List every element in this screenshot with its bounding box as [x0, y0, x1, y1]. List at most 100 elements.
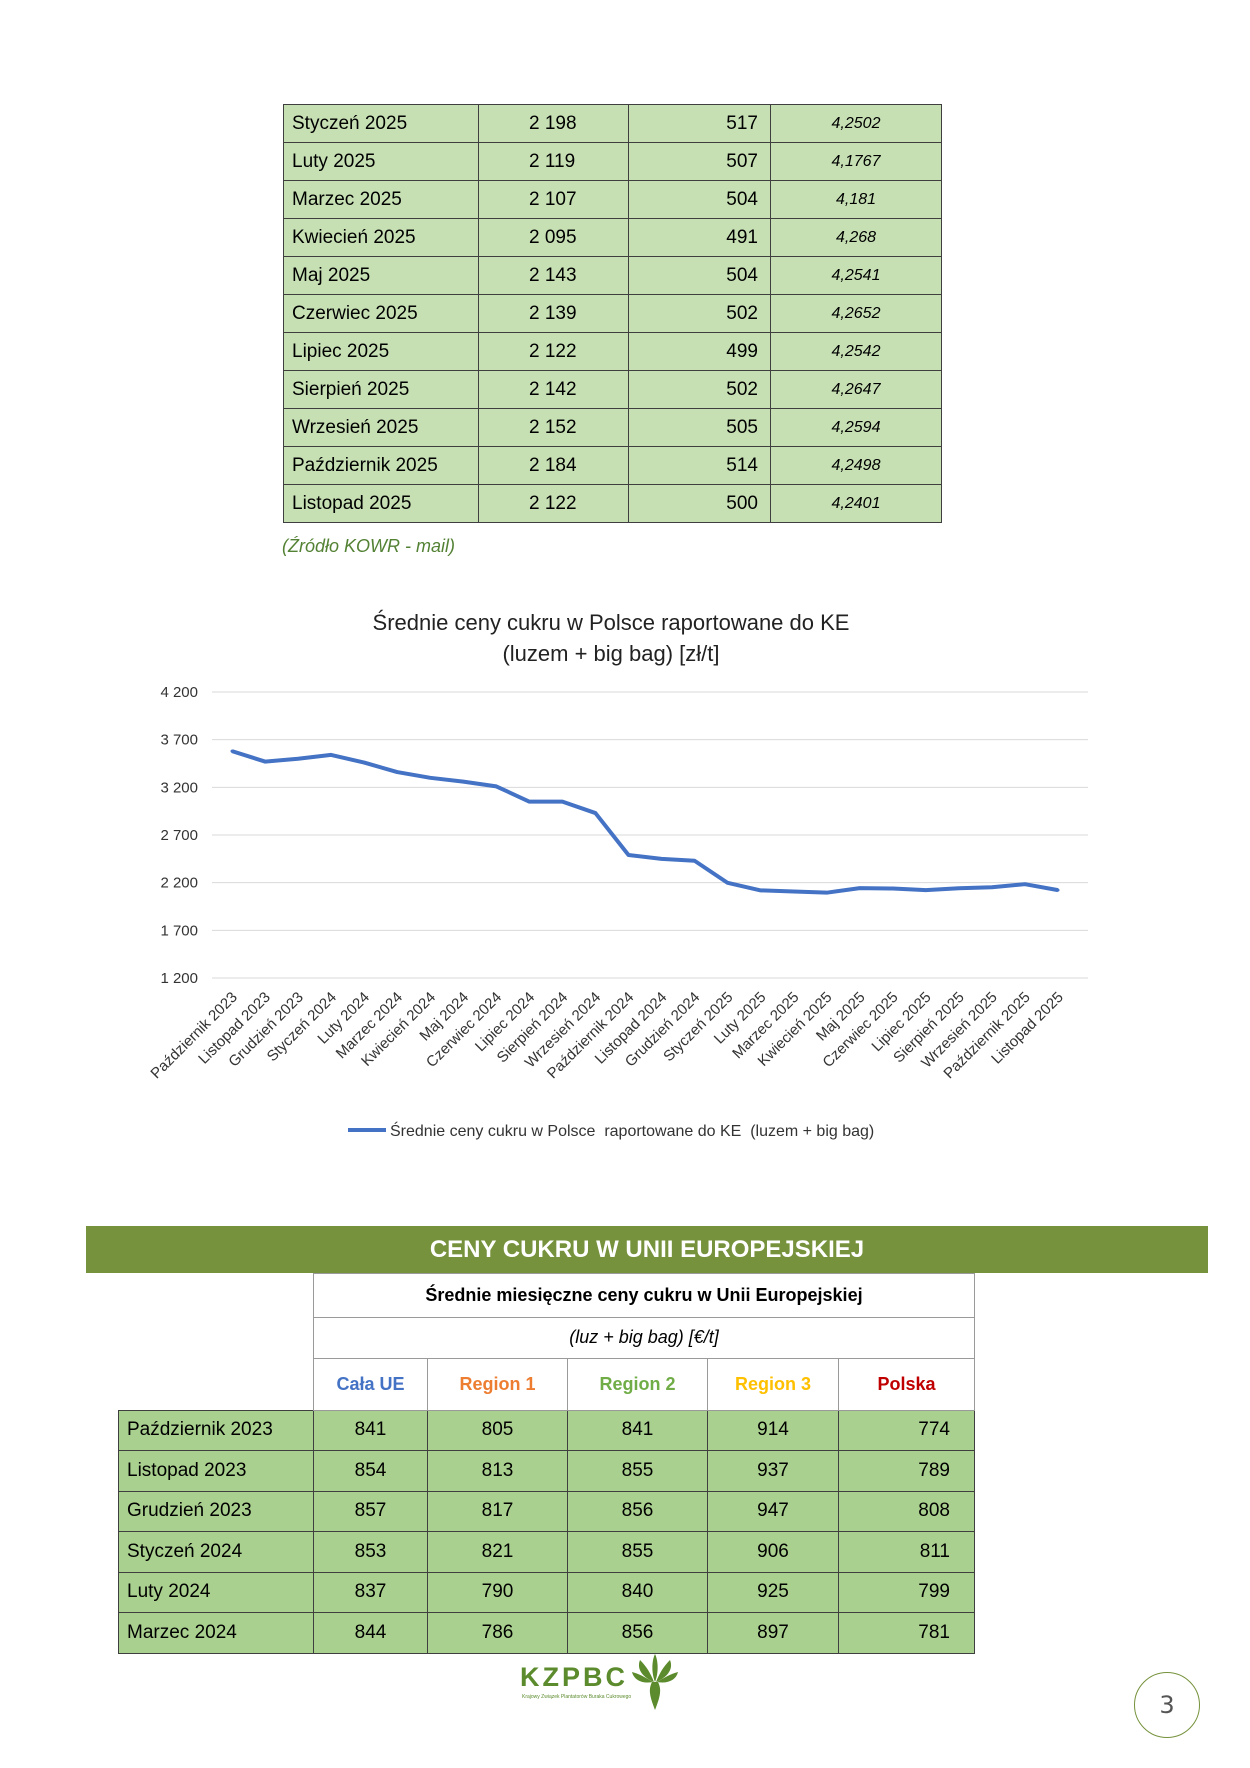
- chart-gridlines: [212, 691, 1088, 979]
- polska-cell: 811: [838, 1531, 975, 1573]
- logo-text: KZPBC: [520, 1662, 628, 1692]
- header-polska: Polska: [838, 1357, 975, 1411]
- data-point: [527, 800, 531, 804]
- price-pln-cell: 2 152: [478, 408, 629, 447]
- data-point: [1056, 888, 1060, 892]
- kowr-price-table: Styczeń 2025 2 198 517 4,2502 Luty 2025 2 119…: [283, 104, 942, 523]
- data-point: [1023, 882, 1027, 886]
- cala-ue-cell: 841: [313, 1409, 428, 1451]
- kzpbc-logo: KZPBC Krajowy Związek Plantatorów Buraka…: [520, 1652, 680, 1712]
- data-point: [990, 885, 994, 889]
- eu-table-unit: (luz + big bag) [€/t]: [313, 1317, 975, 1359]
- month-cell: Lipiec 2025: [283, 332, 479, 371]
- data-point: [296, 757, 300, 761]
- table-row: Grudzień 2023 857 817 856 947 808: [118, 1490, 975, 1532]
- y-tick-label: 3 700: [160, 732, 198, 749]
- month-cell: Styczeń 2024: [118, 1531, 314, 1573]
- region-3-cell: 937: [707, 1450, 839, 1492]
- blank-cell: [119, 1358, 314, 1410]
- polska-cell: 799: [838, 1571, 975, 1613]
- data-point: [726, 881, 730, 885]
- chart-title: Średnie ceny cukru w Polsce raportowane …: [373, 610, 850, 635]
- region-2-cell: 855: [567, 1450, 708, 1492]
- region-2-cell: 840: [567, 1571, 708, 1613]
- table-row: Lipiec 2025 2 122 499 4,2542: [283, 332, 942, 371]
- region-3-cell: 925: [707, 1571, 839, 1613]
- y-tick-label: 1 200: [160, 970, 198, 987]
- table-row: Maj 2025 2 143 504 4,2541: [283, 256, 942, 295]
- exchange-rate-cell: 4,2502: [770, 104, 942, 143]
- price-pln-cell: 2 119: [478, 142, 629, 181]
- data-point: [593, 811, 597, 815]
- polska-cell: 781: [838, 1612, 975, 1654]
- month-cell: Maj 2025: [283, 256, 479, 295]
- polska-cell: 789: [838, 1450, 975, 1492]
- eu-price-table: Średnie miesięczne ceny cukru w Unii Eur…: [118, 1273, 975, 1654]
- series-line: [231, 749, 1059, 895]
- price-pln-cell: 2 122: [478, 484, 629, 523]
- price-pln-cell: 2 184: [478, 446, 629, 485]
- region-3-cell: 914: [707, 1409, 839, 1451]
- table-row: Listopad 2025 2 122 500 4,2401: [283, 484, 942, 523]
- data-point: [362, 761, 366, 765]
- exchange-rate-cell: 4,2594: [770, 408, 942, 447]
- table-row: Kwiecień 2025 2 095 491 4,268: [283, 218, 942, 257]
- month-cell: Październik 2025: [283, 446, 479, 485]
- exchange-rate-cell: 4,268: [770, 218, 942, 257]
- header-region-2: Region 2: [567, 1357, 708, 1411]
- polska-cell: 774: [838, 1409, 975, 1451]
- data-point: [230, 749, 234, 753]
- cala-ue-cell: 837: [313, 1571, 428, 1613]
- price-eur-cell: 491: [628, 218, 771, 257]
- price-pln-cell: 2 139: [478, 294, 629, 333]
- price-pln-cell: 2 143: [478, 256, 629, 295]
- exchange-rate-cell: 4,2647: [770, 370, 942, 409]
- source-note: (Źródło KOWR - mail): [282, 536, 456, 556]
- data-point: [329, 753, 333, 757]
- month-cell: Luty 2025: [283, 142, 479, 181]
- data-point: [759, 888, 763, 892]
- eu-section-banner: CENY CUKRU W UNII EUROPEJSKIEJ: [86, 1226, 1208, 1273]
- data-point: [626, 853, 630, 857]
- region-3-cell: 897: [707, 1612, 839, 1654]
- polska-cell: 808: [838, 1490, 975, 1532]
- region-1-cell: 786: [427, 1612, 568, 1654]
- region-1-cell: 821: [427, 1531, 568, 1573]
- table-row: Luty 2025 2 119 507 4,1767: [283, 142, 942, 181]
- region-3-cell: 947: [707, 1490, 839, 1532]
- month-cell: Październik 2023: [118, 1409, 314, 1451]
- table-row: Luty 2024 837 790 840 925 799: [118, 1571, 975, 1613]
- table-row: Październik 2023 841 805 841 914 774: [118, 1409, 975, 1451]
- month-cell: Styczeń 2025: [283, 104, 479, 143]
- data-point: [660, 857, 664, 861]
- blank-cell: [119, 1318, 314, 1359]
- header-region-1: Region 1: [427, 1357, 568, 1411]
- exchange-rate-cell: 4,1767: [770, 142, 942, 181]
- chart-y-ticks: 4 200 3 700 3 200 2 700 2 200 1 700 1 200: [160, 684, 198, 987]
- region-2-cell: 856: [567, 1612, 708, 1654]
- eu-table-title: Średnie miesięczne ceny cukru w Unii Eur…: [313, 1273, 975, 1318]
- month-cell: Sierpień 2025: [283, 370, 479, 409]
- data-point: [792, 890, 796, 894]
- exchange-rate-cell: 4,2652: [770, 294, 942, 333]
- region-1-cell: 817: [427, 1490, 568, 1532]
- sugar-beet-icon: [632, 1654, 678, 1710]
- cala-ue-cell: 844: [313, 1612, 428, 1654]
- table-row: Listopad 2023 854 813 855 937 789: [118, 1450, 975, 1492]
- price-eur-cell: 502: [628, 370, 771, 409]
- cala-ue-cell: 853: [313, 1531, 428, 1573]
- table-row: Październik 2025 2 184 514 4,2498: [283, 446, 942, 485]
- data-point: [957, 886, 961, 890]
- table-row: Marzec 2024 844 786 856 897 781: [118, 1612, 975, 1654]
- price-pln-cell: 2 122: [478, 332, 629, 371]
- data-point: [924, 888, 928, 892]
- month-cell: Wrzesień 2025: [283, 408, 479, 447]
- price-eur-cell: 517: [628, 104, 771, 143]
- month-cell: Marzec 2025: [283, 180, 479, 219]
- price-pln-cell: 2 107: [478, 180, 629, 219]
- month-cell: Marzec 2024: [118, 1612, 314, 1654]
- data-point: [560, 800, 564, 804]
- data-point: [891, 886, 895, 890]
- price-pln-cell: 2 198: [478, 104, 629, 143]
- exchange-rate-cell: 4,2541: [770, 256, 942, 295]
